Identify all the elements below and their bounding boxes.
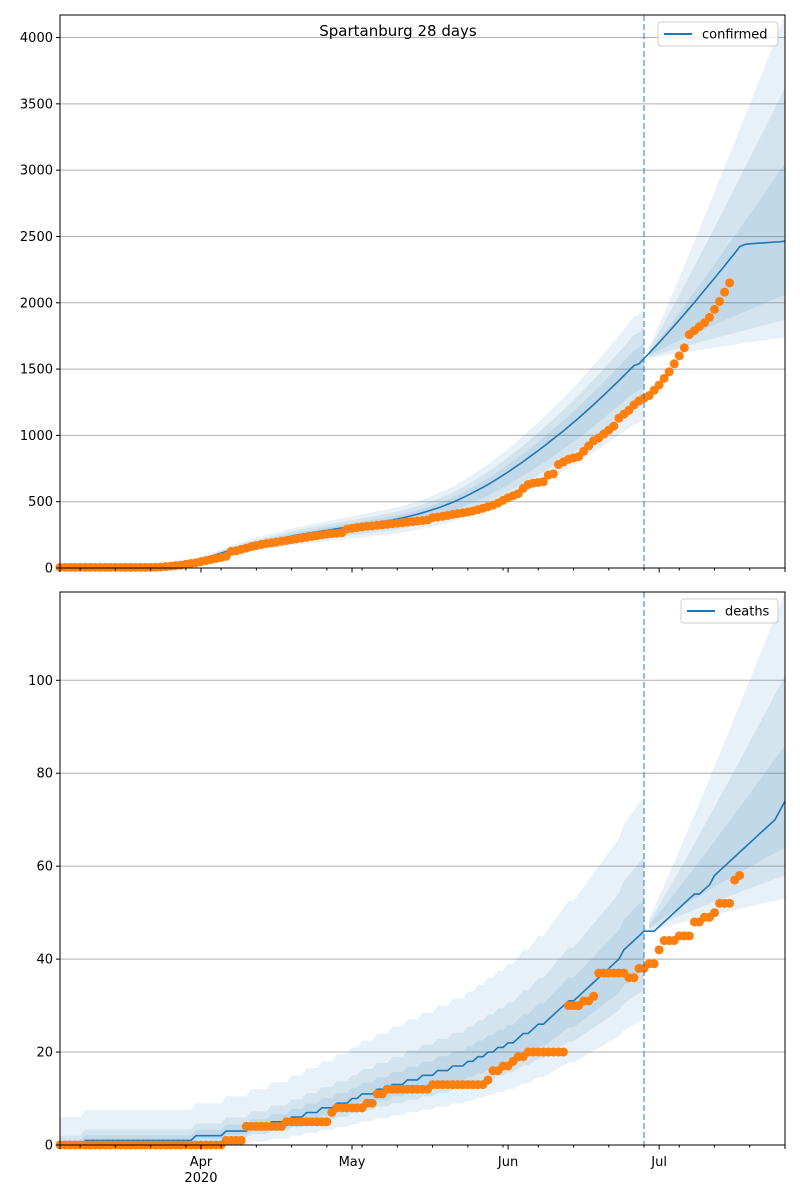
axes-frame — [59, 591, 786, 1146]
observed-point — [367, 1098, 377, 1108]
x-tick-sublabel: 2020 — [184, 1171, 217, 1186]
axes-frame — [59, 14, 786, 569]
y-tick-label: 3000 — [20, 164, 53, 179]
observed-point — [710, 304, 720, 314]
x-tick-label: May — [339, 1155, 366, 1170]
y-tick-label: 0 — [45, 1139, 53, 1154]
confirmed-gridlines — [60, 37, 785, 503]
y-tick-label: 3500 — [20, 97, 53, 112]
observed-point — [725, 278, 735, 288]
chart-title: Spartanburg 28 days — [319, 22, 477, 40]
observed-point — [649, 959, 659, 969]
observed-point — [654, 945, 664, 955]
confirmed-panel: 0 500 1000 1500 2000 2500 3000 3500 4000 Spartan… — [20, 14, 786, 577]
observed-point — [483, 1075, 493, 1085]
y-tick-label: 1500 — [20, 363, 53, 378]
y-tick-label: 60 — [36, 860, 53, 875]
deaths-axes-frame — [59, 591, 786, 1146]
y-tick-label: 2500 — [20, 230, 53, 245]
y-tick-label: 100 — [28, 674, 53, 689]
deaths-forecast-bands — [60, 592, 785, 1145]
x-tick-label: Jul — [650, 1155, 667, 1170]
confirmed-axes-frame — [59, 14, 786, 569]
band-mid-forecast — [649, 675, 785, 930]
observed-point — [669, 359, 679, 369]
y-tick-label: 2000 — [20, 296, 53, 311]
x-tick-label: Apr — [190, 1155, 213, 1170]
band-outer-forecast — [649, 592, 785, 932]
confirmed-y-ticks: 0 500 1000 1500 2000 2500 3000 3500 4000 — [20, 31, 60, 577]
band-inner-history — [60, 898, 644, 1145]
y-tick-label: 4000 — [20, 31, 53, 46]
observed-point — [679, 343, 689, 353]
y-tick-label: 0 — [45, 562, 53, 577]
observed-point — [664, 367, 674, 377]
observed-point — [548, 469, 558, 479]
observed-point — [629, 973, 639, 983]
observed-point — [538, 477, 548, 487]
legend-box — [680, 598, 779, 624]
y-tick-label: 80 — [36, 767, 53, 782]
observed-point — [715, 296, 725, 306]
observed-point — [710, 908, 720, 918]
deaths-y-ticks: 0 20 40 60 80 100 — [28, 674, 60, 1154]
deaths-legend: deaths — [680, 598, 779, 624]
y-tick-label: 20 — [36, 1046, 53, 1061]
legend-label-deaths: deaths — [725, 605, 770, 620]
observed-point — [654, 380, 664, 390]
legend-label-confirmed: confirmed — [702, 28, 768, 43]
observed-point — [589, 991, 599, 1001]
observed-point — [609, 421, 619, 431]
confirmed-forecast-bands — [60, 15, 785, 568]
band-inner-history — [60, 342, 644, 568]
legend-box — [657, 21, 779, 47]
deaths-gridlines — [60, 679, 785, 1053]
observed-point — [725, 898, 735, 908]
deaths-observed-points — [55, 870, 745, 1150]
observed-point — [674, 351, 684, 361]
observed-point — [720, 287, 730, 297]
confirmed-legend: confirmed — [657, 21, 779, 47]
observed-point — [236, 1135, 246, 1145]
confirmed-observed-points — [55, 278, 735, 572]
observed-point — [684, 931, 694, 941]
observed-point — [322, 1117, 332, 1127]
observed-point — [558, 1047, 568, 1057]
median-line — [60, 800, 786, 1146]
band-outer-forecast — [649, 15, 785, 359]
band-inner-forecast — [649, 163, 785, 356]
x-tick-label: Jun — [497, 1155, 518, 1170]
band-outer-history — [60, 796, 644, 1145]
y-tick-label: 40 — [36, 953, 53, 968]
band-mid-history — [60, 326, 644, 568]
y-tick-label: 1000 — [20, 429, 53, 444]
band-inner-forecast — [649, 745, 785, 928]
confirmed-x-ticks — [59, 568, 786, 573]
observed-point — [704, 312, 714, 322]
observed-point — [659, 373, 669, 383]
band-mid-forecast — [649, 87, 785, 358]
y-tick-label: 500 — [28, 495, 53, 510]
deaths-median-line — [60, 800, 786, 1146]
observed-point — [735, 870, 745, 880]
